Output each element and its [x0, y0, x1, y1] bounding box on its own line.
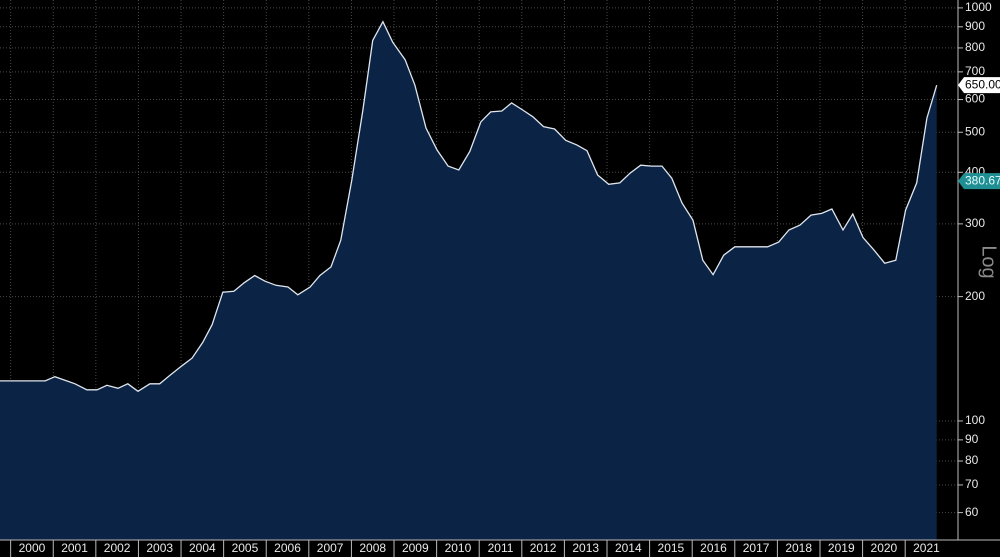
- x-tick-label: 2019: [828, 541, 855, 555]
- y-scale-label: Log: [978, 245, 1000, 278]
- plot: [0, 20, 938, 540]
- x-tick-label: 2005: [232, 541, 259, 555]
- y-tick-label: 700: [965, 64, 985, 78]
- y-tick-label: 80: [965, 453, 979, 467]
- x-tick-label: 2015: [658, 541, 685, 555]
- x-tick-label: 2021: [913, 541, 940, 555]
- x-tick-label: 2020: [871, 541, 898, 555]
- x-tick-label: 2013: [572, 541, 599, 555]
- y-tick-label: 90: [965, 432, 979, 446]
- y-tick-label: 200: [965, 289, 985, 303]
- y-tick-label: 60: [965, 505, 979, 519]
- x-tick-label: 2009: [402, 541, 429, 555]
- y-tick-label: 1000: [965, 0, 992, 14]
- value-marker-label: 650.00: [965, 77, 1000, 91]
- y-tick-label: 300: [965, 216, 985, 230]
- x-tick-label: 2004: [189, 541, 216, 555]
- value-marker: [958, 77, 1000, 94]
- line: [0, 20, 938, 393]
- x-tick-label: 2010: [445, 541, 472, 555]
- x-tick-label: 2014: [615, 541, 642, 555]
- x-tick-label: 2001: [61, 541, 88, 555]
- x-tick-label: 2003: [146, 541, 173, 555]
- x-tick-label: 2002: [104, 541, 131, 555]
- x-tick-label: 2011: [488, 541, 514, 555]
- x-tick-label: 2012: [530, 541, 557, 555]
- y-tick-label: 500: [965, 124, 985, 138]
- x-tick-label: 2018: [785, 541, 812, 555]
- x-tick-label: 2016: [700, 541, 727, 555]
- y-tick-label: 70: [965, 477, 979, 491]
- x-tick-label: 2017: [743, 541, 770, 555]
- y-tick-label: 100: [965, 413, 985, 427]
- x-tick-label: 2006: [274, 541, 301, 555]
- x-tick-label: 2000: [19, 541, 46, 555]
- value-marker-label: 380.67: [965, 173, 1000, 187]
- x-tick-label: 2008: [359, 541, 386, 555]
- x-tick-label: 2007: [317, 541, 344, 555]
- y-tick-label: 800: [965, 40, 985, 54]
- value-marker: [958, 173, 1000, 190]
- y-tick-label: 600: [965, 92, 985, 106]
- area: [0, 21, 937, 540]
- y-tick-label: 900: [965, 19, 985, 33]
